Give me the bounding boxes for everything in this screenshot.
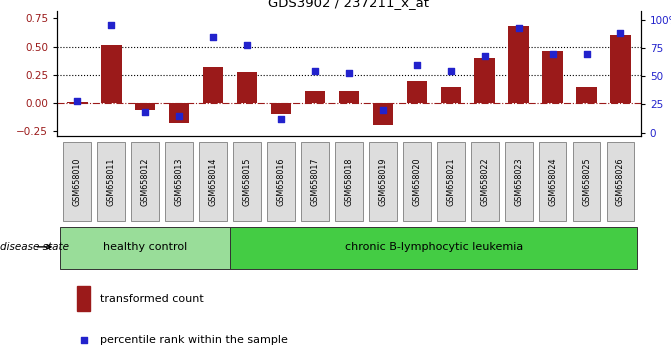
Point — [242, 42, 252, 47]
Text: GSM658013: GSM658013 — [174, 157, 184, 206]
Bar — [60, 227, 230, 268]
Bar — [572, 142, 601, 221]
Bar — [305, 91, 325, 103]
Text: GSM658018: GSM658018 — [344, 157, 354, 206]
Bar — [199, 142, 227, 221]
Bar — [64, 142, 91, 221]
Point — [140, 109, 151, 115]
Point — [174, 113, 185, 119]
Text: disease state: disease state — [0, 242, 69, 252]
Bar — [505, 142, 533, 221]
Text: GSM658021: GSM658021 — [446, 157, 455, 206]
Bar — [607, 142, 634, 221]
Point — [79, 337, 89, 343]
Text: GSM658016: GSM658016 — [276, 157, 286, 206]
Text: GSM658025: GSM658025 — [582, 157, 591, 206]
Bar — [576, 87, 597, 103]
Bar — [77, 286, 91, 311]
Bar — [234, 142, 261, 221]
Text: GSM658017: GSM658017 — [311, 157, 319, 206]
Bar — [474, 58, 495, 103]
Point — [208, 34, 219, 39]
Text: percentile rank within the sample: percentile rank within the sample — [100, 335, 288, 345]
Point — [479, 53, 490, 59]
Text: GSM658015: GSM658015 — [243, 157, 252, 206]
Bar — [169, 103, 189, 123]
Point — [411, 62, 422, 68]
Bar — [339, 91, 359, 103]
Point — [446, 68, 456, 73]
Bar — [407, 81, 427, 103]
Bar — [539, 142, 566, 221]
Bar — [67, 102, 88, 103]
Bar — [301, 142, 329, 221]
Text: GSM658020: GSM658020 — [412, 157, 421, 206]
Bar — [437, 142, 464, 221]
Bar — [610, 35, 631, 103]
Text: GSM658022: GSM658022 — [480, 157, 489, 206]
Bar — [441, 87, 461, 103]
Text: GSM658024: GSM658024 — [548, 157, 557, 206]
Point — [378, 107, 389, 113]
Point — [581, 51, 592, 56]
Text: chronic B-lymphocytic leukemia: chronic B-lymphocytic leukemia — [345, 242, 523, 252]
Bar — [335, 142, 363, 221]
Bar — [372, 103, 393, 125]
Bar — [132, 142, 159, 221]
Bar — [203, 67, 223, 103]
Text: GSM658019: GSM658019 — [378, 157, 387, 206]
Bar — [97, 142, 125, 221]
Title: GDS3902 / 237211_x_at: GDS3902 / 237211_x_at — [268, 0, 429, 10]
Text: transformed count: transformed count — [100, 294, 203, 304]
Point — [309, 68, 320, 73]
Point — [344, 70, 354, 76]
Point — [547, 51, 558, 56]
Point — [276, 116, 287, 122]
Bar — [101, 45, 121, 103]
Point — [615, 30, 626, 36]
Bar — [542, 51, 563, 103]
Text: healthy control: healthy control — [103, 242, 187, 252]
Bar — [509, 26, 529, 103]
Text: GSM658026: GSM658026 — [616, 157, 625, 206]
Point — [513, 25, 524, 30]
Bar — [267, 142, 295, 221]
Bar — [369, 142, 397, 221]
Bar — [403, 142, 431, 221]
Text: GSM658023: GSM658023 — [514, 157, 523, 206]
Text: GSM658014: GSM658014 — [209, 157, 217, 206]
Text: GSM658011: GSM658011 — [107, 157, 116, 206]
Bar — [165, 142, 193, 221]
Bar — [271, 103, 291, 114]
Bar — [471, 142, 499, 221]
Text: GSM658012: GSM658012 — [141, 157, 150, 206]
Point — [72, 98, 83, 104]
Bar — [135, 103, 156, 110]
Text: GSM658010: GSM658010 — [73, 157, 82, 206]
Point — [106, 23, 117, 28]
Bar — [237, 72, 257, 103]
Bar — [230, 227, 637, 268]
